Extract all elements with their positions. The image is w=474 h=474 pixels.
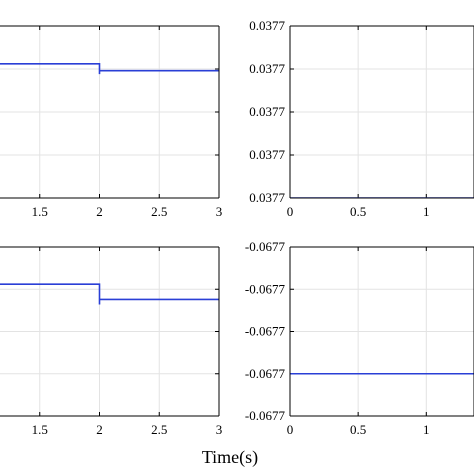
x-tick-label: 3 [216, 422, 223, 437]
subplot-top-right: 0 0.5 1 0.0377 0.0377 0.0377 0.0377 0.0377 [249, 18, 474, 219]
x-tick-label: 2.5 [151, 422, 167, 437]
subplot-bottom-right: 0 0.5 1 -0.0677 -0.0677 -0.0677 -0.0677 -0.0677 [245, 239, 474, 437]
x-tick-label: 2 [96, 204, 103, 219]
subplot-bottom-left: 1.5 2 2.5 3 [0, 246, 223, 437]
y-tick-label: -0.0677 [245, 239, 286, 254]
x-tick-label: 0.5 [350, 204, 366, 219]
y-tick-label: 0.0377 [249, 147, 285, 162]
x-tick-label: 1.5 [32, 204, 48, 219]
y-tick-label: 0.0377 [249, 61, 285, 76]
series-line-0 [0, 283, 219, 305]
subplot-top-left: 1.5 2 2.5 3 [0, 25, 223, 219]
y-tick-label: 0.0377 [249, 190, 285, 205]
y-tick-label: 0.0377 [249, 104, 285, 119]
x-axis-label: Time(s) [202, 447, 258, 468]
x-tick-label: 0.5 [350, 422, 366, 437]
x-tick-label: 2 [96, 422, 103, 437]
y-tick-label: 0.0377 [249, 18, 285, 33]
y-tick-label: -0.0677 [245, 408, 286, 423]
x-tick-label: 0 [287, 204, 294, 219]
x-tick-label: 2.5 [151, 204, 167, 219]
y-tick-label: -0.0677 [245, 366, 286, 381]
y-tick-label: -0.0677 [245, 281, 286, 296]
x-tick-label: 1 [423, 204, 430, 219]
y-tick-label: -0.0677 [245, 324, 286, 339]
x-tick-label: 3 [216, 204, 223, 219]
x-tick-label: 1 [423, 422, 430, 437]
series-line-0 [0, 63, 219, 75]
x-tick-label: 0 [287, 422, 294, 437]
x-tick-label: 1.5 [32, 422, 48, 437]
